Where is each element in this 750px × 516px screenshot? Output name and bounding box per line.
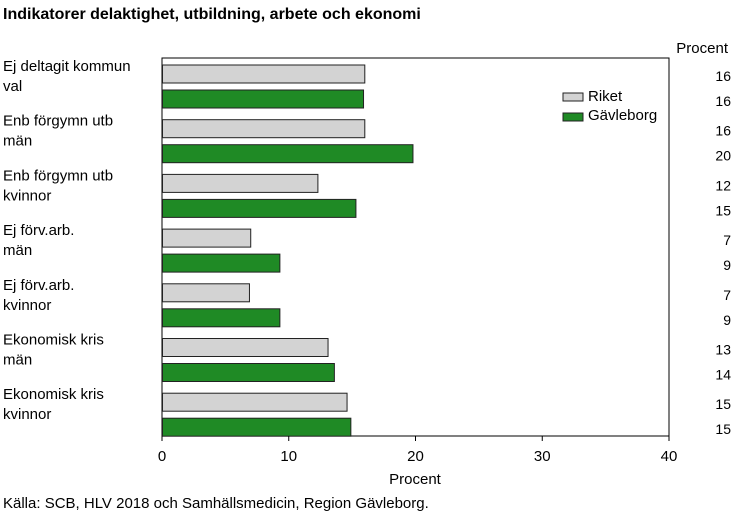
bar-gavleborg xyxy=(162,144,414,164)
category-label: Ej deltagit kommun xyxy=(3,58,131,75)
value-label-gavleborg: 15 xyxy=(715,421,731,437)
legend-swatch-riket xyxy=(562,92,584,102)
x-axis-label: Procent xyxy=(389,471,442,488)
category-label: kvinnor xyxy=(3,406,51,423)
bar-riket xyxy=(162,119,366,139)
value-label-gavleborg: 16 xyxy=(715,93,731,109)
value-label-riket: 12 xyxy=(715,177,731,193)
category-label: Enb förgymn utb xyxy=(3,167,113,184)
bars xyxy=(162,64,414,437)
bar-gavleborg xyxy=(162,253,281,273)
source-note: Källa: SCB, HLV 2018 och Samhällsmedicin… xyxy=(3,495,429,512)
category-label: män xyxy=(3,133,32,150)
chart-title: Indikatorer delaktighet, utbildning, arb… xyxy=(3,6,421,23)
value-label-riket: 15 xyxy=(715,396,731,412)
value-label-riket: 13 xyxy=(715,342,731,358)
bar-riket xyxy=(162,283,250,303)
value-label-gavleborg: 15 xyxy=(715,202,731,218)
bar-riket xyxy=(162,173,319,193)
legend-label-riket: Riket xyxy=(588,88,623,105)
category-label: kvinnor xyxy=(3,187,51,204)
bar-gavleborg xyxy=(162,417,352,437)
value-label-gavleborg: 9 xyxy=(723,312,731,328)
category-label: män xyxy=(3,352,32,369)
bar-riket xyxy=(162,228,252,248)
category-label: Ej förv.arb. xyxy=(3,277,74,294)
x-tick-label: 40 xyxy=(661,448,678,465)
value-label-riket: 7 xyxy=(723,287,731,303)
value-column-header: Procent xyxy=(676,40,729,57)
x-tick-label: 30 xyxy=(534,448,551,465)
bar-gavleborg xyxy=(162,363,335,382)
bar-riket xyxy=(162,64,366,84)
bar-gavleborg xyxy=(162,89,365,109)
legend: Riket Gävleborg xyxy=(562,88,657,124)
category-labels: Ej deltagit kommun val Enb förgymn utb män E… xyxy=(3,58,131,423)
x-tick-label: 10 xyxy=(280,448,297,465)
value-label-riket: 16 xyxy=(715,68,731,84)
x-axis-ticks: 0 10 20 30 40 xyxy=(158,436,678,465)
value-label-riket: 7 xyxy=(723,232,731,248)
x-tick-label: 0 xyxy=(158,448,166,465)
category-label: kvinnor xyxy=(3,297,51,314)
value-label-gavleborg: 9 xyxy=(723,257,731,273)
legend-label-gavleborg: Gävleborg xyxy=(588,107,657,124)
bar-riket xyxy=(162,392,348,412)
value-label-gavleborg: 20 xyxy=(715,148,731,164)
category-label: val xyxy=(3,78,22,95)
bar-riket xyxy=(162,338,329,357)
category-label: Ekonomisk kris xyxy=(3,386,104,403)
category-label: Ej förv.arb. xyxy=(3,222,74,239)
category-label: Ekonomisk kris xyxy=(3,332,104,349)
bar-gavleborg xyxy=(162,308,281,328)
category-label: Enb förgymn utb xyxy=(3,113,113,130)
x-tick-label: 20 xyxy=(407,448,424,465)
category-label: män xyxy=(3,242,32,259)
value-label-riket: 16 xyxy=(715,123,731,139)
legend-swatch-gavleborg xyxy=(562,112,584,122)
value-label-gavleborg: 14 xyxy=(715,367,731,383)
bar-gavleborg xyxy=(162,198,357,218)
value-labels: 16 16 16 20 12 15 7 9 7 9 13 14 15 15 xyxy=(715,68,731,437)
